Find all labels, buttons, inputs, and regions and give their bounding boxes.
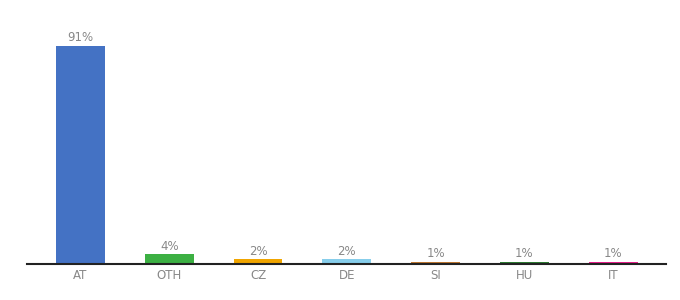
Text: 1%: 1% xyxy=(604,248,622,260)
Text: 1%: 1% xyxy=(426,248,445,260)
Bar xyxy=(589,262,638,264)
Text: 4%: 4% xyxy=(160,240,179,253)
Bar xyxy=(145,254,194,264)
Bar xyxy=(411,262,460,264)
Bar xyxy=(322,259,371,264)
Text: 2%: 2% xyxy=(249,245,267,258)
Bar xyxy=(234,259,282,264)
Text: 91%: 91% xyxy=(67,32,94,44)
Bar xyxy=(56,46,105,264)
Text: 2%: 2% xyxy=(337,245,356,258)
Text: 1%: 1% xyxy=(515,248,534,260)
Bar xyxy=(500,262,549,264)
